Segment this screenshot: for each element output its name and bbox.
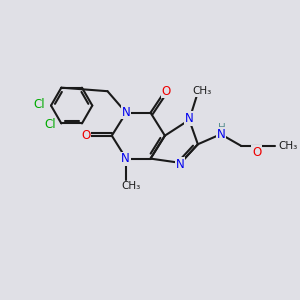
- Text: N: N: [176, 158, 184, 171]
- Text: CH₃: CH₃: [278, 141, 297, 151]
- Text: N: N: [185, 112, 194, 125]
- Text: N: N: [216, 128, 225, 141]
- Text: Cl: Cl: [34, 98, 45, 111]
- Text: O: O: [162, 85, 171, 98]
- Text: N: N: [121, 152, 130, 165]
- Text: CH₃: CH₃: [122, 182, 141, 191]
- Text: O: O: [252, 146, 261, 158]
- Text: H: H: [218, 123, 226, 133]
- Text: N: N: [122, 106, 130, 118]
- Text: CH₃: CH₃: [192, 86, 211, 96]
- Text: Cl: Cl: [44, 118, 56, 131]
- Text: O: O: [81, 129, 91, 142]
